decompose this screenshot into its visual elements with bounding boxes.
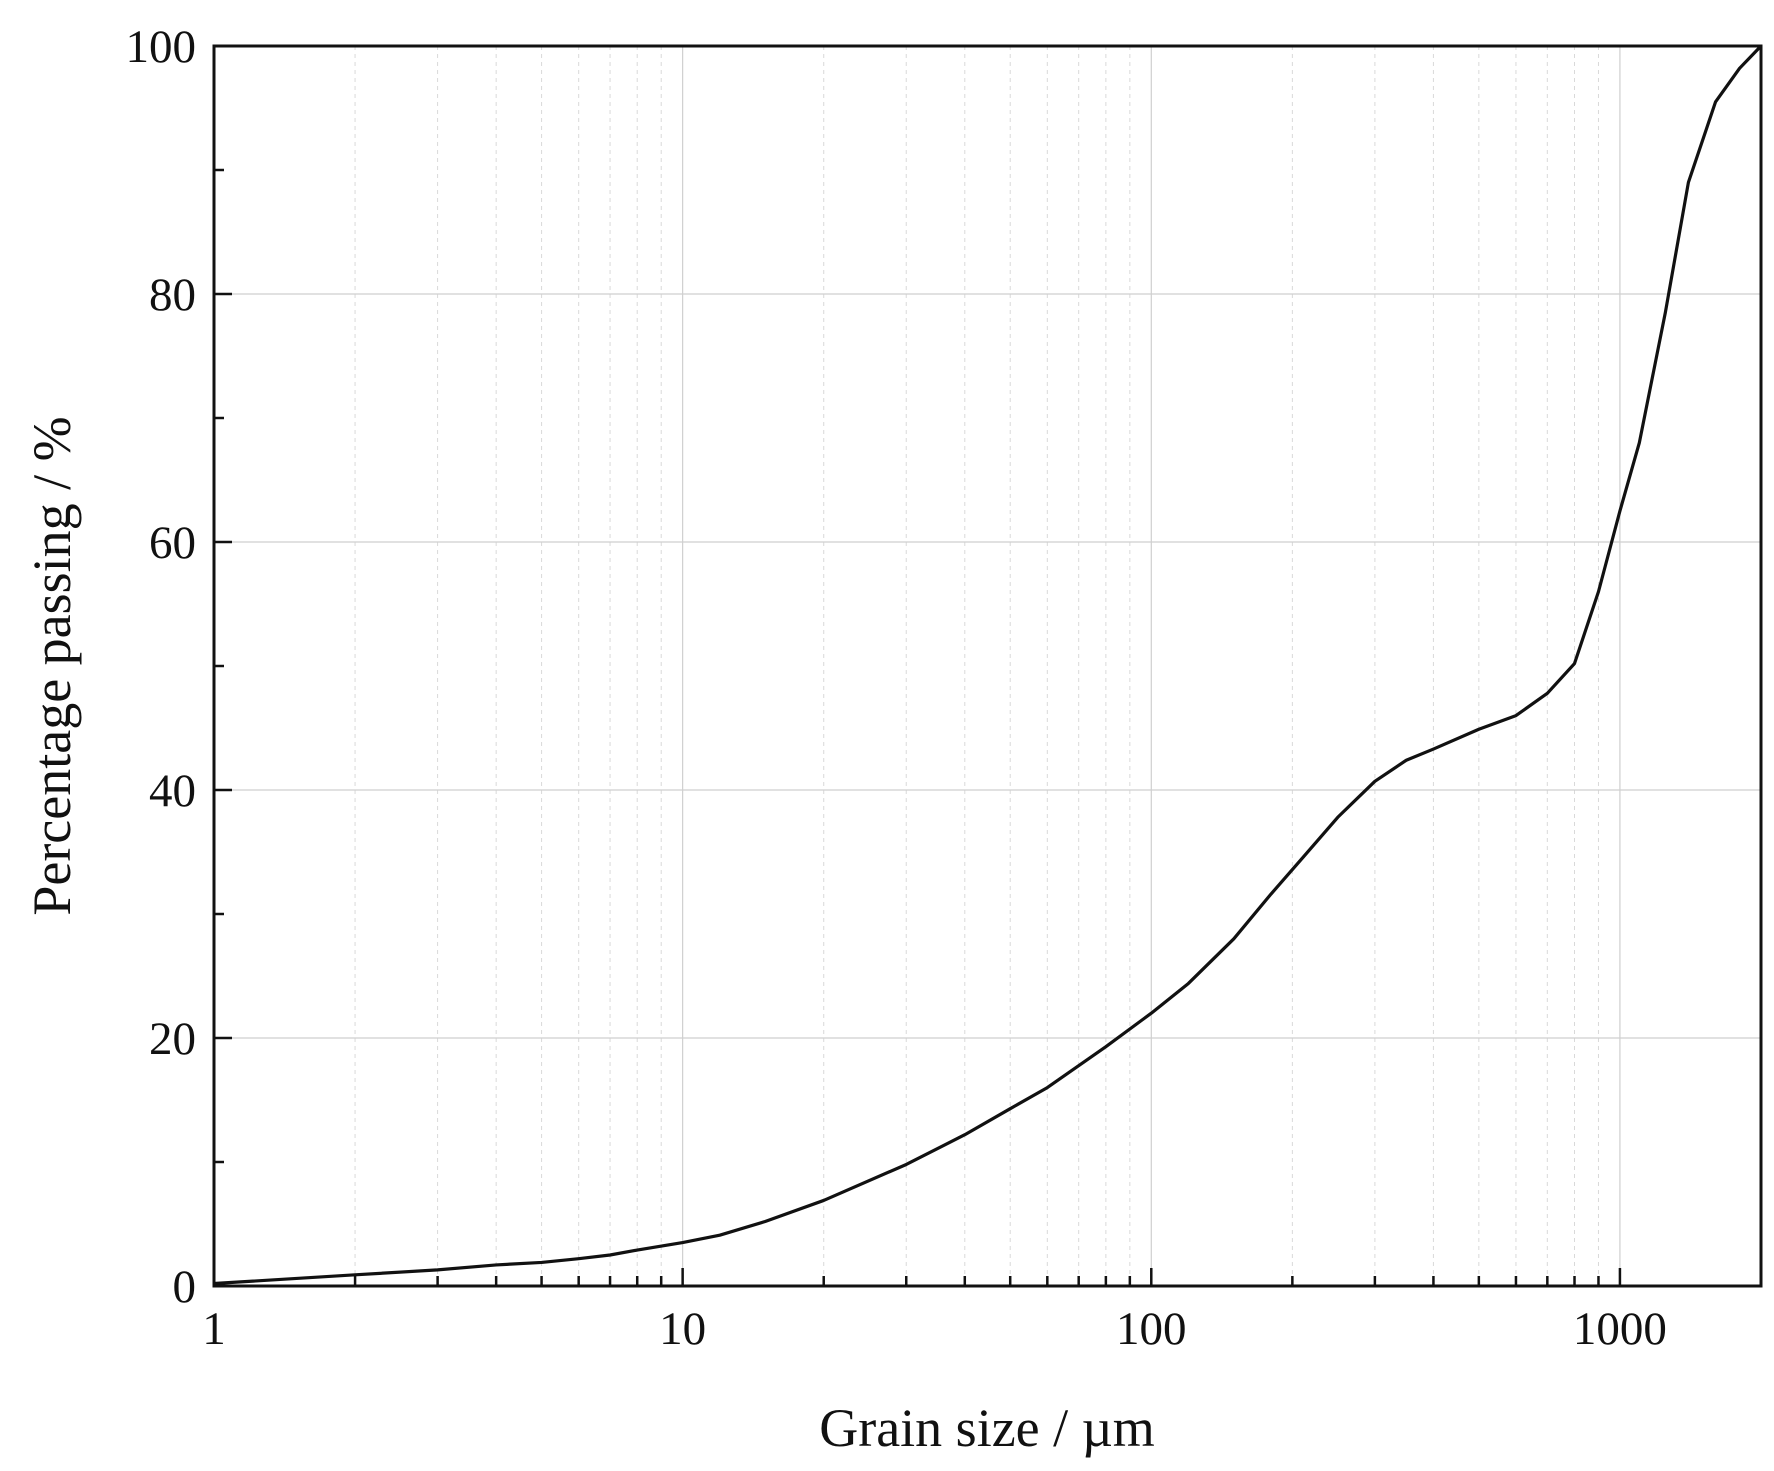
series-layer — [213, 44, 1763, 1286]
plot-frame — [212, 44, 1763, 1288]
y-tick-label: 100 — [126, 21, 197, 73]
x-axis-title: Grain size / µm — [819, 1398, 1155, 1458]
y-tick-label: 0 — [173, 1261, 197, 1313]
label-layer: 1 10 100 1000 0 20 40 60 80 100 — [126, 21, 1667, 1355]
tick-layer — [212, 44, 1763, 1288]
x-tick-label: 1 — [202, 1303, 226, 1355]
x-tick-label: 100 — [1116, 1303, 1187, 1355]
cumulative-passing-line — [213, 44, 1763, 1286]
x-tick-label: 10 — [659, 1303, 706, 1355]
grid-layer — [213, 45, 1762, 1287]
x-tick-label: 1000 — [1573, 1303, 1667, 1355]
y-tick-label: 40 — [149, 765, 196, 817]
y-tick-label: 60 — [149, 517, 196, 569]
y-axis-title: Percentage passing / % — [22, 416, 82, 915]
y-tick-label: 80 — [149, 269, 196, 321]
y-tick-label: 20 — [149, 1013, 196, 1065]
